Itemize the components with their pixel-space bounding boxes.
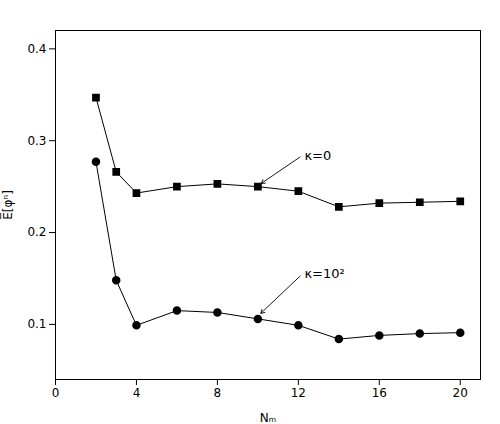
svg-text:κ=0: κ=0 — [304, 148, 331, 163]
svg-text:20: 20 — [453, 386, 468, 400]
svg-text:E̅[φⁿ]: E̅[φⁿ] — [0, 190, 15, 220]
svg-text:0.3: 0.3 — [27, 134, 46, 148]
svg-text:0.2: 0.2 — [27, 225, 46, 239]
svg-text:0: 0 — [52, 386, 60, 400]
svg-text:16: 16 — [372, 386, 387, 400]
svg-text:0.4: 0.4 — [27, 42, 46, 56]
svg-text:Nₘ: Nₘ — [260, 411, 276, 424]
svg-text:4: 4 — [133, 386, 141, 400]
svg-text:κ=10²: κ=10² — [304, 266, 344, 281]
svg-text:0.1: 0.1 — [27, 317, 46, 331]
svg-text:12: 12 — [291, 386, 306, 400]
svg-text:8: 8 — [214, 386, 222, 400]
